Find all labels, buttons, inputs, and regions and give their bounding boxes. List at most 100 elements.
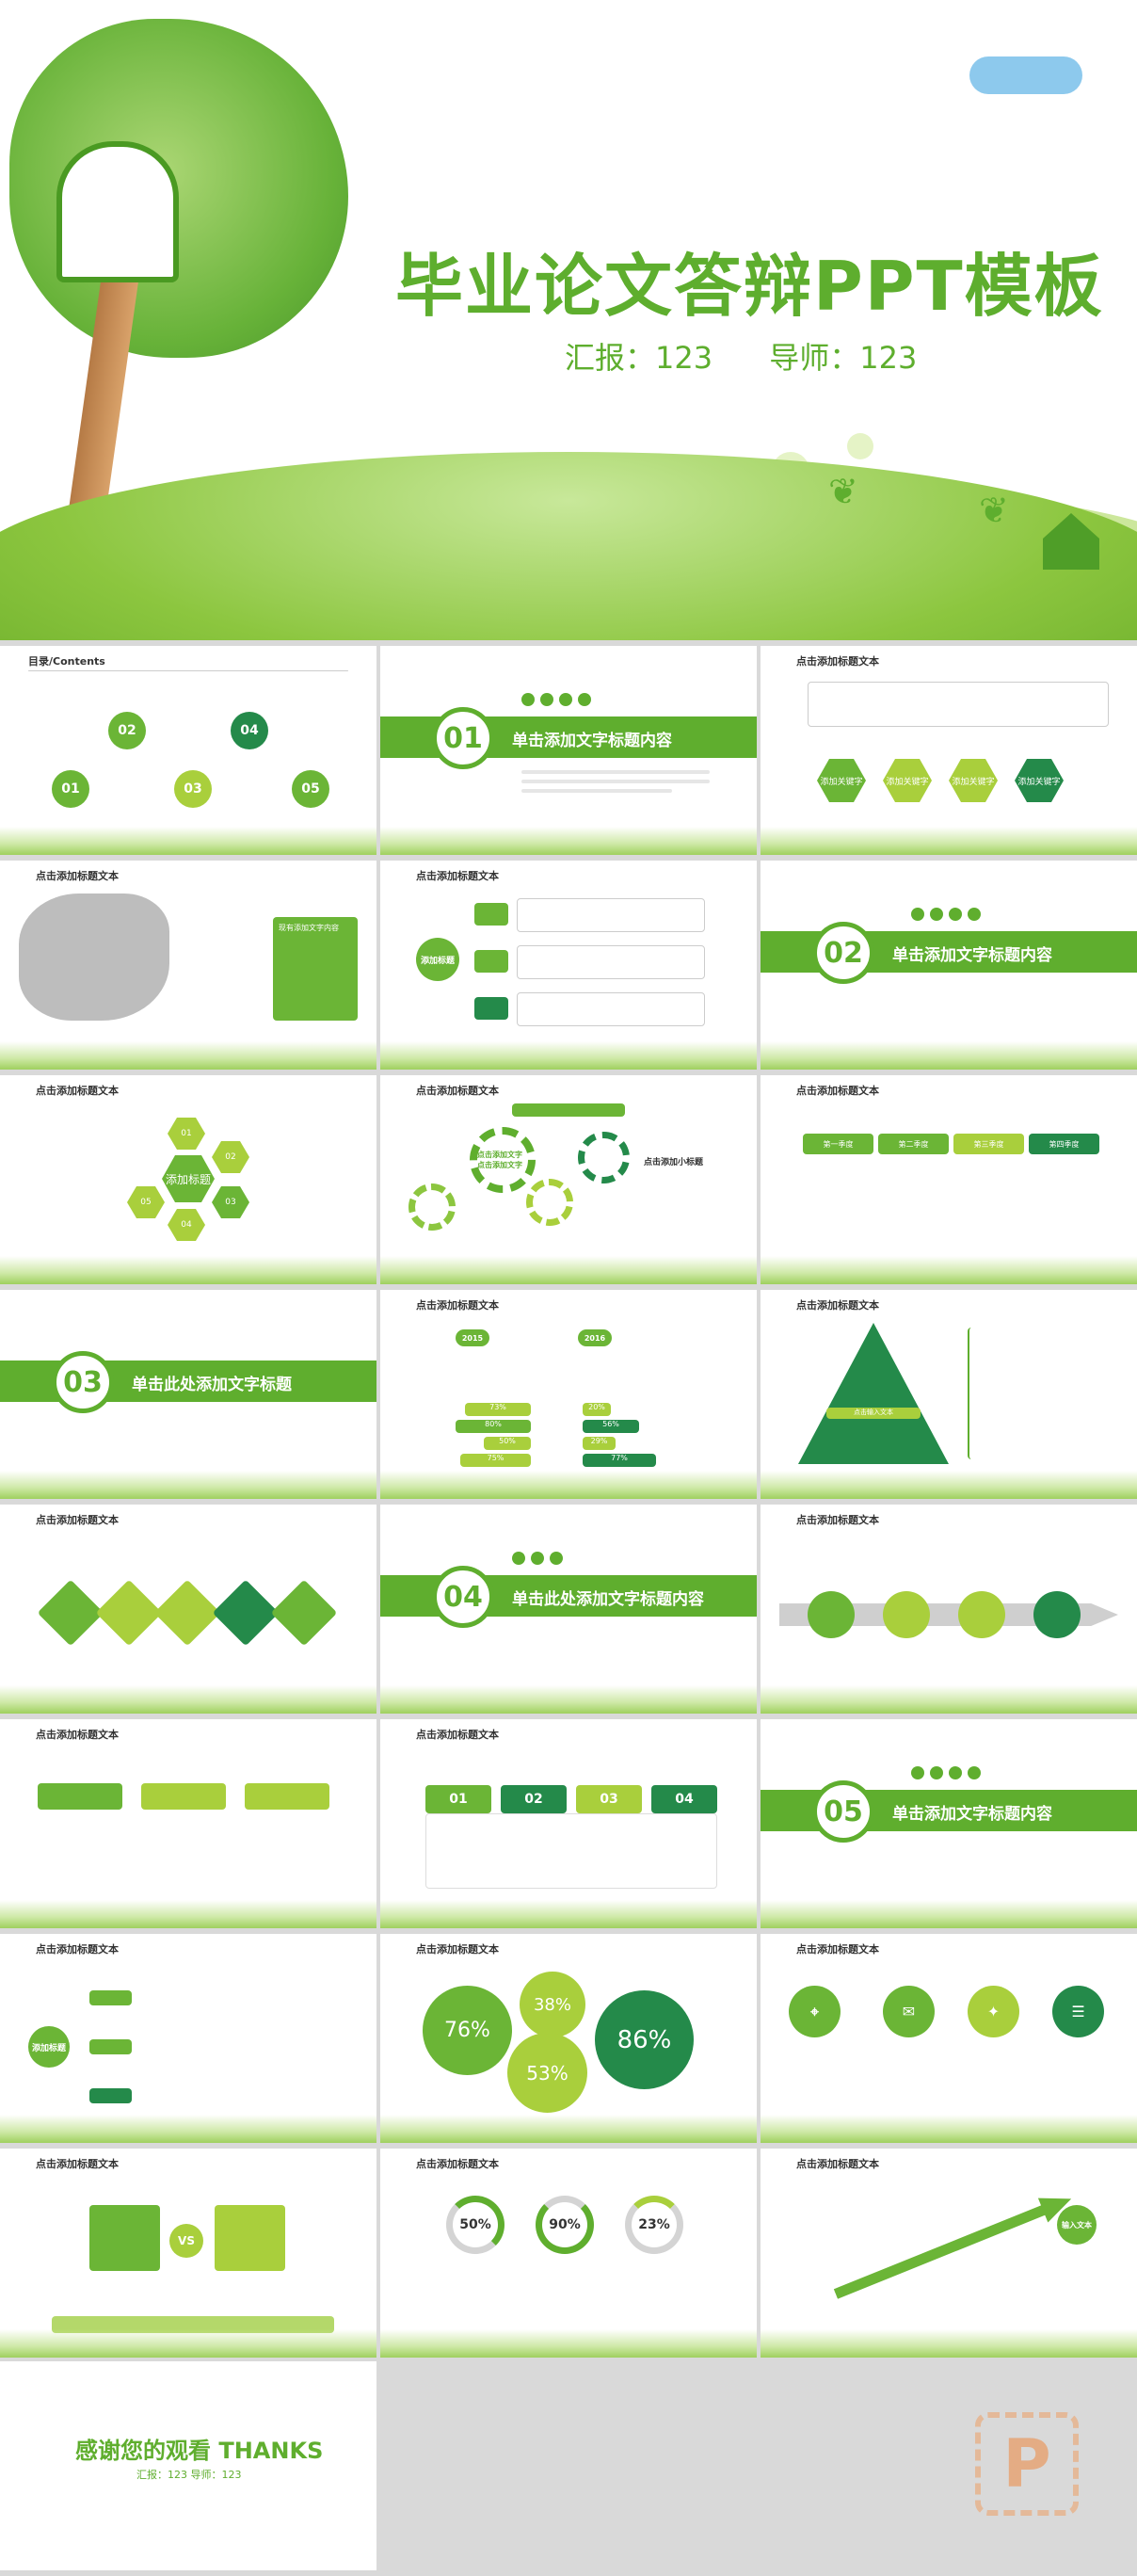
branch-text [517, 992, 705, 1026]
diamond [153, 1579, 221, 1647]
card-03[interactable]: 03 [576, 1785, 642, 1813]
bubble-76: 76% [423, 1986, 512, 2075]
slide-gears[interactable]: 点击添加标题文本 点击添加文字点击添加文字 点击添加小标题 [380, 1075, 757, 1284]
slide-thanks[interactable]: 感谢您的观看 THANKS 汇报：123 导师：123 [0, 2361, 376, 2570]
step-q1[interactable]: 第一季度 [803, 1134, 873, 1154]
hex-02[interactable]: 02 [212, 1141, 249, 1173]
center-node: 添加标题 [28, 2026, 70, 2068]
step-q2[interactable]: 第二季度 [878, 1134, 949, 1154]
card-04[interactable]: 04 [651, 1785, 717, 1813]
panel-title: 现有添加文字内容 [279, 924, 339, 932]
bar-2015: 73% [465, 1403, 531, 1416]
card-01[interactable]: 01 [425, 1785, 491, 1813]
branch-tag [89, 2039, 132, 2054]
keyword-hex[interactable]: 添加关键字 [883, 759, 932, 802]
slide-arrow-process[interactable]: 点击添加标题文本 [761, 1505, 1137, 1714]
hex-04[interactable]: 04 [168, 1209, 205, 1241]
slide-title: 点击添加标题文本 [796, 2158, 879, 2170]
slide-title: 点击添加标题文本 [36, 1085, 119, 1097]
grass-decoration [761, 1256, 1137, 1284]
slide-three-columns[interactable]: 点击添加标题文本 [0, 1719, 376, 1928]
hex-03[interactable]: 03 [212, 1186, 249, 1218]
toc-title: 目录/Contents [28, 655, 105, 668]
slide-section-05[interactable]: 05 单击添加文字标题内容 [761, 1719, 1137, 1928]
bar-2015: 80% [456, 1420, 531, 1433]
hex-01[interactable]: 01 [168, 1118, 205, 1150]
slide-toc[interactable]: 目录/Contents 01 02 03 04 05 [0, 646, 376, 855]
branch-tag [89, 1990, 132, 2005]
keyword-hex[interactable]: 添加关键字 [1015, 759, 1064, 802]
leaf-icon [578, 693, 591, 706]
section-number: 05 [812, 1780, 874, 1843]
grass-decoration [380, 1900, 757, 1928]
cover-slide[interactable]: ❦ ❦ 毕业论文答辩PPT模板 汇报：123 导师：123 [0, 0, 1137, 640]
slide-section-01[interactable]: 01 单击添加文字标题内容 [380, 646, 757, 855]
diamond [37, 1579, 104, 1647]
slide-quarters[interactable]: 点击添加标题文本 第一季度 第二季度 第三季度 第四季度 [761, 1075, 1137, 1284]
location-icon: ⌖ [789, 1986, 841, 2037]
process-node [883, 1591, 930, 1638]
slide-section-03[interactable]: 03 单击此处添加文字标题 [0, 1290, 376, 1499]
slide-map[interactable]: 点击添加标题文本 现有添加文字内容 [0, 861, 376, 1070]
slide-donuts[interactable]: 点击添加标题文本 50% 90% 23% [380, 2149, 757, 2358]
section-label: 单击添加文字标题内容 [892, 1805, 1052, 1824]
grass-decoration [0, 2329, 376, 2358]
icon-row [911, 908, 981, 921]
grass-decoration [761, 1685, 1137, 1714]
slide-section-02[interactable]: 02 单击添加文字标题内容 [761, 861, 1137, 1070]
text-line [521, 770, 710, 774]
keyword-hex[interactable]: 添加关键字 [817, 759, 866, 802]
donut-23: 23% [625, 2196, 683, 2254]
mail-icon: ✉ [883, 1986, 935, 2037]
slide-hex-cluster[interactable]: 点击添加标题文本 添加标题 01 02 03 04 05 [0, 1075, 376, 1284]
icon-row [521, 693, 591, 706]
slide-keywords[interactable]: 点击添加标题文本 添加关键字 添加关键字 添加关键字 添加关键字 [761, 646, 1137, 855]
slide-bubbles[interactable]: 点击添加标题文本 76% 38% 53% 86% [380, 1934, 757, 2143]
slide-title: 点击添加标题文本 [36, 1514, 119, 1526]
bar-2016: 56% [583, 1420, 639, 1433]
summary-bar [52, 2316, 334, 2333]
slide-rising-arrow[interactable]: 点击添加标题文本 输入文本 [761, 2149, 1137, 2358]
slide-branch[interactable]: 点击添加标题文本 添加标题 [380, 861, 757, 1070]
slide-title: 点击添加标题文本 [416, 1729, 499, 1741]
leaf-icon [521, 693, 535, 706]
bar-2015: 75% [460, 1454, 531, 1467]
pyramid-layer: 点击输入文本 [826, 1408, 921, 1419]
thanks-subtitle: 汇报：123 导师：123 [136, 2469, 242, 2481]
toc-item-02[interactable]: 02 [108, 712, 146, 749]
leaf-icon [540, 693, 553, 706]
slide-diamonds[interactable]: 点击添加标题文本 [0, 1505, 376, 1714]
leaf-icon [968, 908, 981, 921]
grass-decoration [380, 2329, 757, 2358]
branch-text [517, 945, 705, 979]
step-q3[interactable]: 第三季度 [953, 1134, 1024, 1154]
step-q4[interactable]: 第四季度 [1029, 1134, 1099, 1154]
bar-2015: 50% [484, 1437, 531, 1450]
hex-05[interactable]: 05 [127, 1186, 165, 1218]
toc-item-01[interactable]: 01 [52, 770, 89, 808]
card-02[interactable]: 02 [501, 1785, 567, 1813]
slide-pyramid[interactable]: 点击添加标题文本 点击输入文本 [761, 1290, 1137, 1499]
divider [28, 670, 348, 671]
grass-decoration [0, 1900, 376, 1928]
toc-item-03[interactable]: 03 [174, 770, 212, 808]
slide-equation[interactable]: 点击添加标题文本 ⌖ ✉ ✦ ☰ [761, 1934, 1137, 2143]
slide-title: 点击添加标题文本 [416, 2158, 499, 2170]
toc-item-05[interactable]: 05 [292, 770, 329, 808]
slide-tree-branch[interactable]: 点击添加标题文本 添加标题 [0, 1934, 376, 2143]
slide-cards[interactable]: 点击添加标题文本 01 02 03 04 [380, 1719, 757, 1928]
cover-subtitle: 汇报：123 导师：123 [565, 334, 964, 378]
grass-decoration [0, 2115, 376, 2143]
slide-section-04[interactable]: 04 单击此处添加文字标题内容 [380, 1505, 757, 1714]
grass-decoration [380, 2115, 757, 2143]
bubble-53: 53% [507, 2033, 587, 2113]
keyword-hex[interactable]: 添加关键字 [949, 759, 998, 802]
gear-large: 点击添加文字点击添加文字 [470, 1127, 536, 1193]
slide-compare-bars[interactable]: 点击添加标题文本 2015 2016 73% 80% 50% 75% 20% 5… [380, 1290, 757, 1499]
watermark-logo-icon: P [975, 2412, 1079, 2516]
toc-item-04[interactable]: 04 [231, 712, 268, 749]
icon-row [512, 1552, 563, 1565]
donut-50: 50% [446, 2196, 504, 2254]
slide-vs[interactable]: 点击添加标题文本 VS [0, 2149, 376, 2358]
sprout-icon: ❦ [979, 490, 1009, 531]
